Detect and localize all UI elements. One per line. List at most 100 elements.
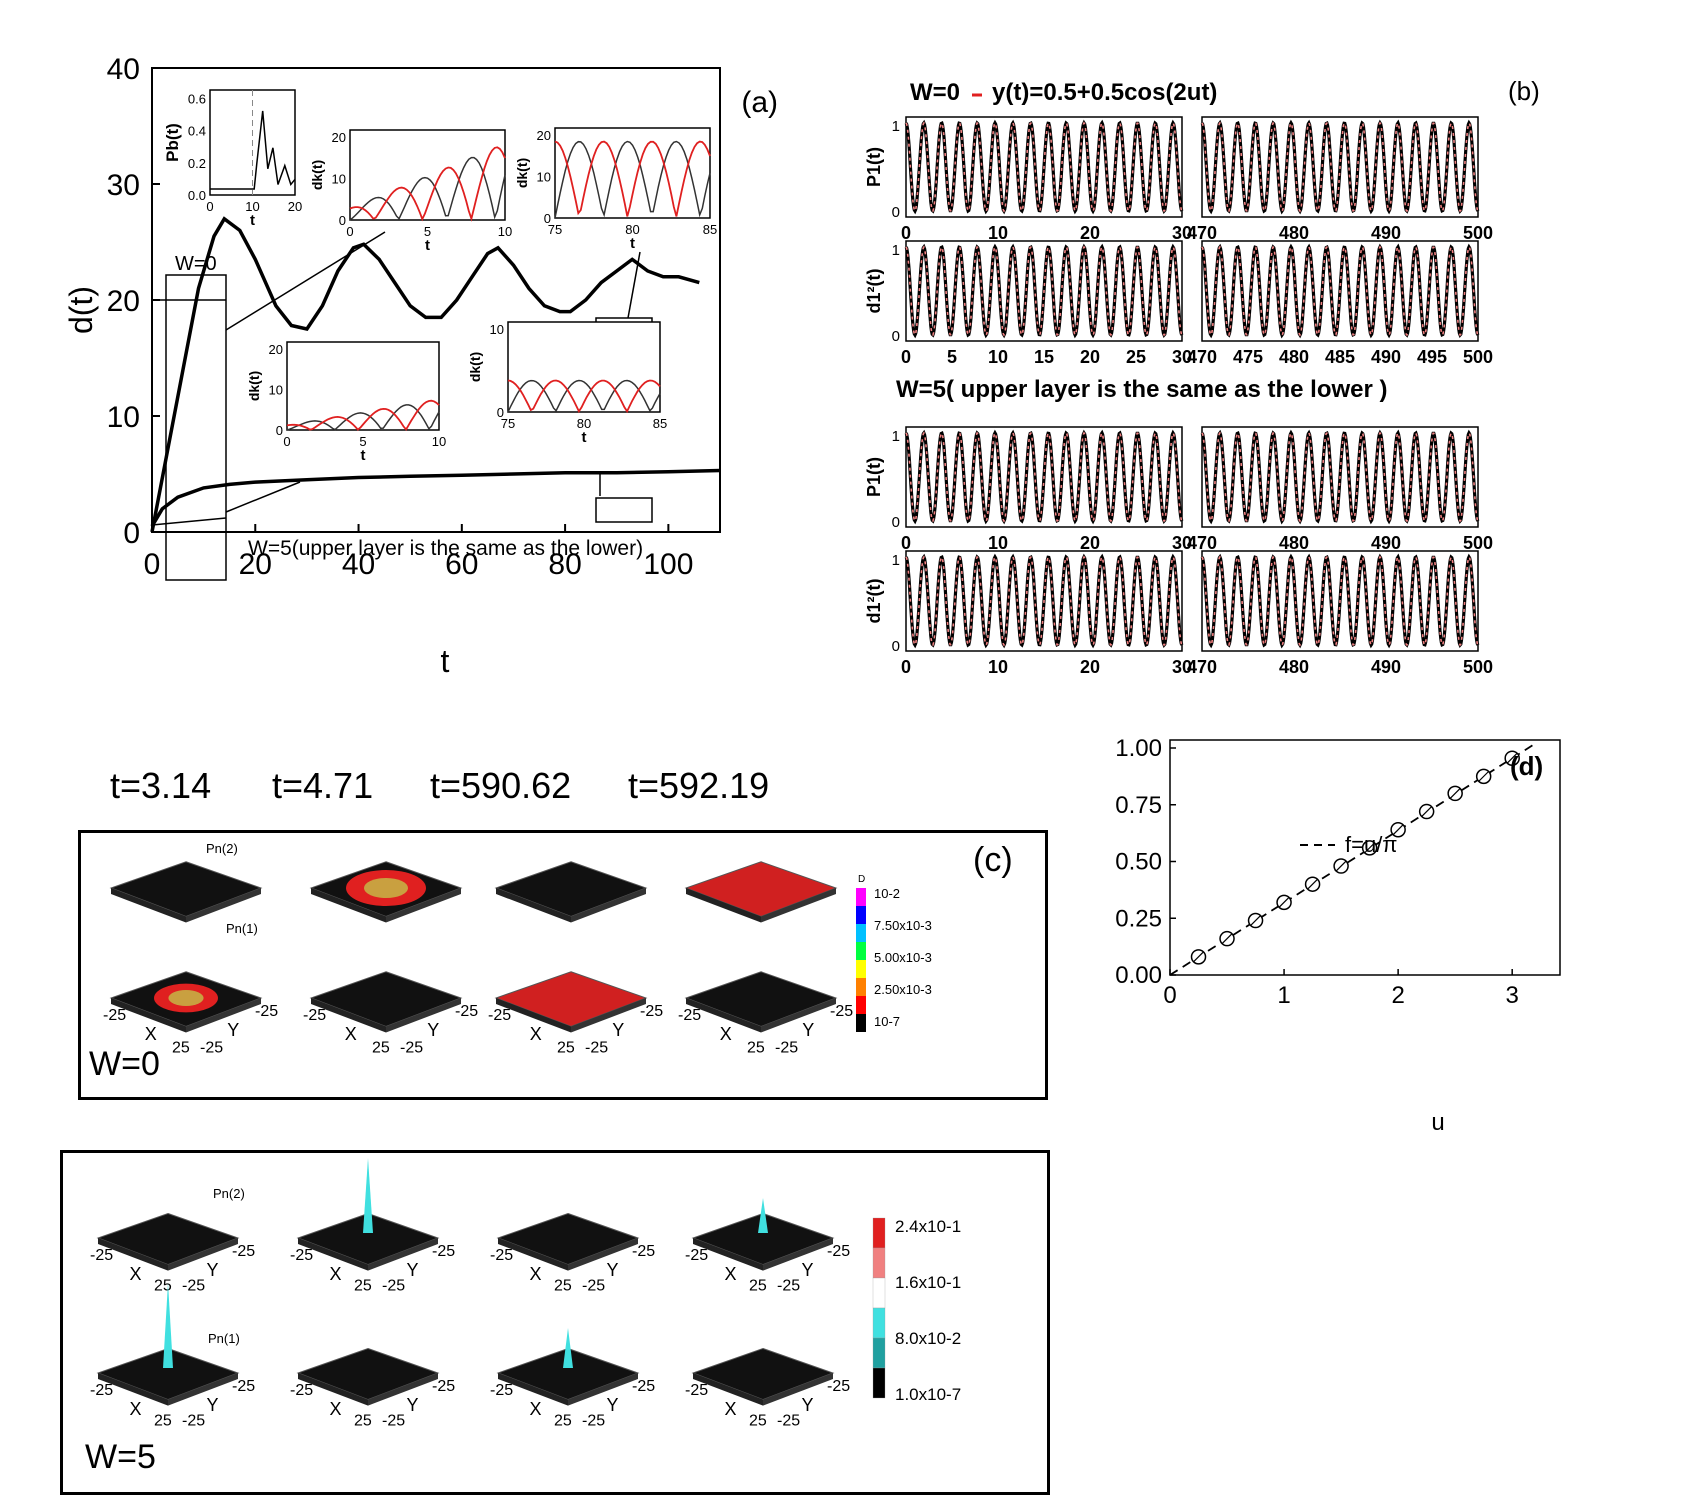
a-inset-curve <box>210 110 296 190</box>
c-w0-colorbar-label: 2.50x10-3 <box>874 982 932 997</box>
c-w5-lower-spike <box>563 1328 573 1368</box>
d-legend-text: f=u/π <box>1345 832 1398 857</box>
c-w0-upper-plate-edge-left <box>111 888 186 923</box>
c-w5-layer-label-lower: Pn(1) <box>208 1331 240 1346</box>
b-red-curve <box>905 121 1183 213</box>
c-time-2: t=4.71 <box>272 765 374 806</box>
d-data-point-slash <box>1478 770 1490 782</box>
d-y-tick-label: 0.50 <box>1115 849 1162 876</box>
a-inset-black-curve <box>349 156 506 221</box>
b-x-tick-label: 485 <box>1325 347 1355 367</box>
a-inset-y-label: dk(t) <box>467 352 483 382</box>
c-w5-upper-plate-edge-right <box>168 1238 238 1271</box>
b-row-label: d1²(t) <box>864 579 884 624</box>
b-x-tick-label: 10 <box>988 533 1008 553</box>
c-y-axis-label: Y <box>607 1395 619 1415</box>
c-w0-upper-density-core <box>364 878 408 898</box>
a-inset-y-label: dk(t) <box>309 160 325 190</box>
c-y-tick-label: -25 <box>827 1243 850 1260</box>
c-x-tick-label: 25 <box>749 1413 767 1430</box>
c-w5-colorbar-segment <box>872 1247 886 1279</box>
c-y-axis-label: Y <box>427 1020 439 1040</box>
b-x-tick-label: 500 <box>1463 223 1493 243</box>
b-x-tick-label: 490 <box>1371 533 1401 553</box>
d-data-point-slash <box>1278 896 1290 908</box>
a-inset-frame-3 <box>286 341 440 431</box>
a-inset-y-tick-label: 10 <box>490 322 504 337</box>
a-inset-x-tick-label: 0 <box>206 199 213 214</box>
a-inset-x-label: t <box>425 237 430 254</box>
b-red-curve <box>905 245 1183 337</box>
b-x-tick-label: 10 <box>988 657 1008 677</box>
d-data-point-slash <box>1506 752 1518 764</box>
c-w0-lower-plate-red-edge-right <box>571 998 646 1033</box>
c-w0-colorbar-label: 5.00x10-3 <box>874 950 932 965</box>
c-w0-upper-plate-red-edge-right <box>761 888 836 923</box>
a-x-tick-label: 80 <box>548 548 581 581</box>
c-x-tick-label: -25 <box>678 1007 701 1024</box>
b-red-curve <box>905 431 1183 523</box>
arrow-to-inset-4 <box>225 481 301 513</box>
d-data-point-slash <box>1307 878 1319 890</box>
a-inset-x-tick-label: 10 <box>245 199 259 214</box>
b-y-tick-0: 0 <box>892 204 900 221</box>
a-inset-x-label: t <box>250 212 255 229</box>
a-inset-x-label: t <box>630 235 635 252</box>
c-x-tick-label: 25 <box>749 1278 767 1295</box>
b-x-tick-label: 500 <box>1463 657 1493 677</box>
c-x-tick-label: -25 <box>490 1382 513 1399</box>
b-y-tick-1: 1 <box>892 242 900 259</box>
c-x-tick-label: 25 <box>154 1278 172 1295</box>
c-y-tick-label: -25 <box>182 1413 205 1430</box>
c-w0-lower-plate-edge-right <box>186 998 261 1033</box>
a-x-tick-label: 60 <box>445 548 478 581</box>
c-w5-lower-plate-edge-left <box>98 1373 168 1406</box>
c-w0-label: W=0 <box>89 1045 160 1083</box>
c-x-axis-label: X <box>530 1399 542 1419</box>
b-red-curve <box>1201 121 1479 213</box>
a-inset-y-tick-label: 0 <box>497 405 504 420</box>
c-x-tick-label: -25 <box>685 1247 708 1264</box>
c-w0-colorbar-segment <box>856 1014 866 1032</box>
c-w5-colorbar-segment <box>872 1307 886 1339</box>
a-inset-black-curve <box>507 379 661 413</box>
c-x-tick-label: -25 <box>90 1382 113 1399</box>
c-w5-colorbar-segment <box>872 1367 886 1399</box>
c-x-axis-label: X <box>725 1264 737 1284</box>
zoom-box-late-w5 <box>595 497 653 523</box>
c-w5-colorbar-segment <box>872 1277 886 1309</box>
c-w5-upper-plate-edge-left <box>98 1238 168 1271</box>
b-x-tick-label: 10 <box>988 347 1008 367</box>
c-w0-lower-plate <box>684 971 838 1028</box>
c-y-axis-label: Y <box>607 1260 619 1280</box>
panel-d: 0 1 2 3 0.00 0.25 0.50 0.75 1.00 (d) f=u/π u <box>1090 730 1700 1150</box>
c-w5-colorbar-label: 8.0x10-2 <box>895 1329 961 1348</box>
a-inset-x-tick-label: 10 <box>498 224 512 239</box>
c-x-tick-label: 25 <box>172 1040 190 1057</box>
b-row-label: P1(t) <box>864 457 884 497</box>
a-inset-x-label: t <box>361 447 366 464</box>
d-data-point-slash <box>1392 824 1404 836</box>
b-x-tick-label: 490 <box>1371 347 1401 367</box>
c-y-tick-label: -25 <box>830 1003 853 1020</box>
c-y-tick-label: -25 <box>582 1413 605 1430</box>
c-w5-lower-plate <box>96 1347 240 1401</box>
b-x-tick-label: 480 <box>1279 657 1309 677</box>
a-inset-x-tick-label: 80 <box>577 416 591 431</box>
b-header-w0: W=0 <box>910 79 960 106</box>
b-legend-text: y(t)=0.5+0.5cos(2ut) <box>992 79 1217 106</box>
b-x-tick-label: 480 <box>1279 347 1309 367</box>
c-y-tick-label: -25 <box>432 1243 455 1260</box>
c-y-tick-label: -25 <box>632 1243 655 1260</box>
a-x-tick-label: 40 <box>342 548 375 581</box>
c-w5-frame: -25 X 25 -25 Y -25 -25 X 25 -25 Y -25 -25 X 25 -25 Y -25-… <box>60 1150 1050 1495</box>
c-w0-lower-plate-edge-right <box>386 998 461 1033</box>
c-w0-upper-plate-edge-right <box>386 888 461 923</box>
c-w0-lower-plate-edge-left <box>311 998 386 1033</box>
a-inset-red-curve <box>554 140 711 217</box>
d-data-point-slash <box>1449 787 1461 799</box>
c-w5-layer-label-upper: Pn(2) <box>213 1186 245 1201</box>
a-inset-black-curve <box>554 140 711 219</box>
c-time-4: t=592.19 <box>628 765 770 806</box>
